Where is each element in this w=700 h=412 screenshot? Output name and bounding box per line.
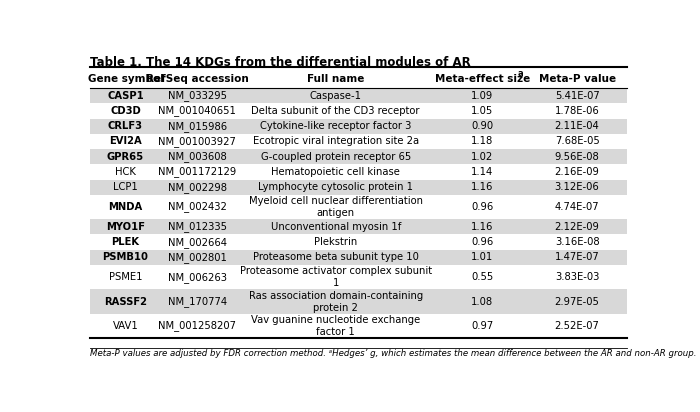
Text: 2.12E-09: 2.12E-09	[554, 222, 599, 232]
Text: NM_002432: NM_002432	[168, 201, 227, 213]
Text: NM_012335: NM_012335	[168, 221, 227, 232]
Text: Delta subunit of the CD3 receptor: Delta subunit of the CD3 receptor	[251, 106, 420, 116]
Text: Proteasome activator complex subunit
1: Proteasome activator complex subunit 1	[239, 266, 432, 288]
Text: Ecotropic viral integration site 2a: Ecotropic viral integration site 2a	[253, 136, 419, 147]
Text: PLEK: PLEK	[111, 237, 139, 247]
Text: 4.74E-07: 4.74E-07	[555, 202, 599, 212]
Text: Gene symbol: Gene symbol	[88, 74, 163, 84]
Text: VAV1: VAV1	[113, 321, 139, 331]
Text: 0.96: 0.96	[471, 237, 493, 247]
Bar	[90, 88, 627, 103]
Text: 0.97: 0.97	[471, 321, 493, 331]
Text: NM_003608: NM_003608	[168, 151, 227, 162]
Text: CRLF3: CRLF3	[108, 121, 143, 131]
Text: Meta-P value: Meta-P value	[538, 74, 616, 84]
Text: NM_002664: NM_002664	[168, 236, 227, 248]
Bar	[90, 250, 627, 265]
Text: 1.18: 1.18	[471, 136, 493, 147]
Text: Cytokine-like receptor factor 3: Cytokine-like receptor factor 3	[260, 121, 412, 131]
Text: MNDA: MNDA	[108, 202, 143, 212]
Text: Lymphocyte cytosolic protein 1: Lymphocyte cytosolic protein 1	[258, 182, 413, 192]
Text: 2.16E-09: 2.16E-09	[554, 167, 599, 177]
Text: 3.83E-03: 3.83E-03	[555, 272, 599, 282]
Bar	[90, 219, 627, 234]
Bar	[90, 265, 627, 289]
Text: 1.16: 1.16	[471, 182, 493, 192]
Text: NM_001040651: NM_001040651	[158, 105, 237, 117]
Text: CASP1: CASP1	[107, 91, 144, 101]
Text: HCK: HCK	[115, 167, 136, 177]
Text: 1.78E-06: 1.78E-06	[554, 106, 599, 116]
Text: 0.55: 0.55	[471, 272, 493, 282]
Text: Proteasome beta subunit type 10: Proteasome beta subunit type 10	[253, 252, 419, 262]
Text: 1.47E-07: 1.47E-07	[554, 252, 599, 262]
Text: Full name: Full name	[307, 74, 365, 84]
Text: 7.68E-05: 7.68E-05	[554, 136, 599, 147]
Bar	[90, 234, 627, 250]
Text: 1.01: 1.01	[471, 252, 493, 262]
Bar	[90, 149, 627, 164]
Text: 1.14: 1.14	[471, 167, 493, 177]
Bar	[90, 314, 627, 338]
Text: 5.41E-07: 5.41E-07	[554, 91, 599, 101]
Text: RASSF2: RASSF2	[104, 297, 147, 307]
Text: NM_002801: NM_002801	[168, 252, 227, 263]
Text: Table 1. The 14 KDGs from the differential modules of AR: Table 1. The 14 KDGs from the differenti…	[90, 56, 471, 69]
Text: NM_001172129: NM_001172129	[158, 166, 237, 178]
Text: NM_015986: NM_015986	[168, 121, 227, 132]
Bar	[90, 134, 627, 149]
Text: Meta-effect size: Meta-effect size	[435, 74, 530, 84]
Text: Myeloid cell nuclear differentiation
antigen: Myeloid cell nuclear differentiation ant…	[248, 196, 423, 218]
Text: 3.16E-08: 3.16E-08	[555, 237, 599, 247]
Text: 0.96: 0.96	[471, 202, 493, 212]
Text: LCP1: LCP1	[113, 182, 138, 192]
Text: a: a	[517, 69, 523, 78]
Text: Meta-P values are adjusted by FDR correction method. ᵃHedges’ g, which estimates: Meta-P values are adjusted by FDR correc…	[90, 349, 696, 358]
Text: RefSeq accession: RefSeq accession	[146, 74, 248, 84]
Text: NM_001258207: NM_001258207	[158, 321, 237, 331]
Text: NM_170774: NM_170774	[168, 296, 227, 307]
Text: NM_001003927: NM_001003927	[158, 136, 237, 147]
Text: GPR65: GPR65	[107, 152, 144, 162]
Text: NM_033295: NM_033295	[168, 90, 227, 101]
Text: NM_006263: NM_006263	[168, 272, 227, 283]
Text: MYO1F: MYO1F	[106, 222, 145, 232]
Text: 1.09: 1.09	[471, 91, 493, 101]
Text: PSMB10: PSMB10	[102, 252, 148, 262]
Text: 1.16: 1.16	[471, 222, 493, 232]
Text: Plekstrin: Plekstrin	[314, 237, 357, 247]
Text: 2.97E-05: 2.97E-05	[554, 297, 599, 307]
Text: 0.90: 0.90	[471, 121, 493, 131]
Bar	[90, 70, 627, 88]
Bar	[90, 289, 627, 314]
Text: 2.11E-04: 2.11E-04	[554, 121, 599, 131]
Text: Unconventional myosin 1f: Unconventional myosin 1f	[270, 222, 401, 232]
Text: CD3D: CD3D	[110, 106, 141, 116]
Bar	[90, 180, 627, 195]
Text: Ras association domain-containing
protein 2: Ras association domain-containing protei…	[248, 290, 423, 313]
Text: Caspase-1: Caspase-1	[309, 91, 362, 101]
Text: EVI2A: EVI2A	[109, 136, 142, 147]
Text: NM_002298: NM_002298	[168, 182, 227, 193]
Text: 2.52E-07: 2.52E-07	[554, 321, 599, 331]
Bar	[90, 164, 627, 180]
Text: Vav guanine nucleotide exchange
factor 1: Vav guanine nucleotide exchange factor 1	[251, 315, 420, 337]
Bar	[90, 103, 627, 119]
Text: 1.08: 1.08	[471, 297, 493, 307]
Text: 1.02: 1.02	[471, 152, 493, 162]
Text: Hematopoietic cell kinase: Hematopoietic cell kinase	[272, 167, 400, 177]
Bar	[90, 195, 627, 219]
Bar	[90, 119, 627, 134]
Text: G-coupled protein receptor 65: G-coupled protein receptor 65	[260, 152, 411, 162]
Text: 1.05: 1.05	[471, 106, 493, 116]
Text: PSME1: PSME1	[108, 272, 142, 282]
Text: 3.12E-06: 3.12E-06	[554, 182, 599, 192]
Text: 9.56E-08: 9.56E-08	[554, 152, 599, 162]
